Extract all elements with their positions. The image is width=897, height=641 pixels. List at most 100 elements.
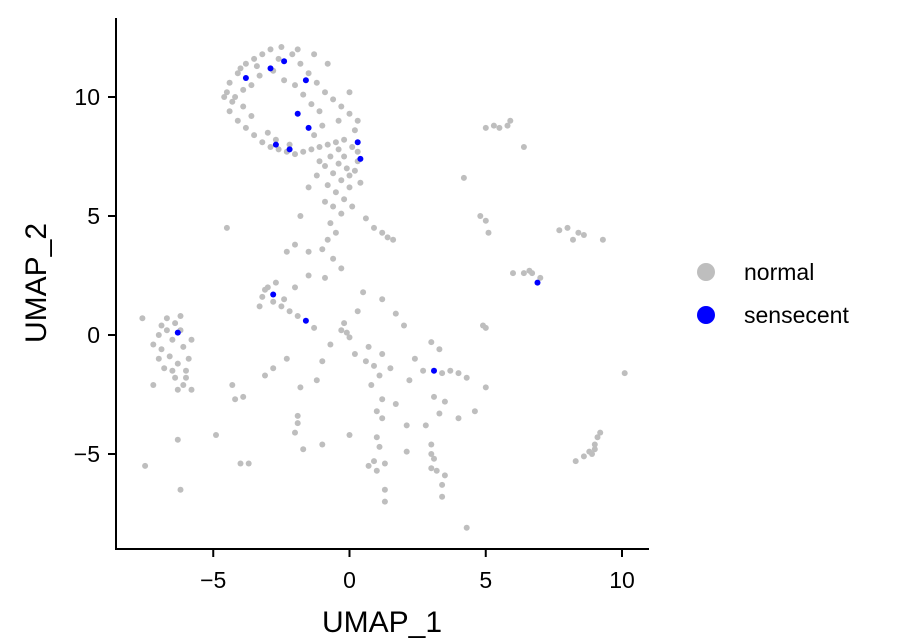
point-normal: [270, 298, 277, 305]
point-normal: [354, 117, 361, 124]
y-tick-label: 0: [87, 322, 100, 348]
point-normal: [341, 153, 348, 160]
point-normal: [226, 79, 233, 86]
point-normal: [482, 124, 489, 131]
point-normal: [169, 367, 176, 374]
point-normal: [292, 284, 298, 291]
point-normal: [439, 481, 446, 488]
point-normal: [390, 236, 397, 243]
point-normal: [463, 374, 470, 381]
point-normal: [330, 255, 337, 262]
point-normal: [376, 372, 383, 379]
point-normal: [564, 224, 571, 231]
point-normal: [572, 458, 579, 465]
point-normal: [575, 229, 582, 236]
point-normal: [338, 210, 345, 217]
point-normal: [294, 46, 301, 53]
point-normal: [305, 272, 312, 279]
point-normal: [346, 89, 353, 96]
point-normal: [537, 274, 544, 281]
x-tick-label: 5: [479, 567, 492, 593]
point-normal: [384, 234, 391, 241]
point-normal: [441, 398, 448, 405]
point-normal: [373, 467, 380, 474]
point-normal: [338, 177, 345, 184]
point-normal: [322, 198, 328, 205]
legend-label-normal: normal: [744, 259, 814, 285]
point-normal: [283, 355, 290, 362]
point-normal: [477, 213, 484, 219]
point-normal: [251, 55, 258, 62]
point-normal: [232, 396, 239, 403]
point-sensecent: [431, 367, 437, 374]
point-normal: [346, 110, 353, 117]
point-normal: [308, 101, 315, 108]
point-normal: [431, 393, 437, 400]
point-normal: [316, 108, 323, 115]
point-normal: [381, 486, 388, 493]
point-normal: [221, 94, 228, 100]
legend-label-sensecent: sensecent: [744, 302, 849, 328]
point-normal: [155, 332, 162, 338]
point-normal: [520, 144, 527, 150]
point-normal: [297, 213, 304, 219]
point-normal: [591, 441, 598, 448]
point-sensecent: [281, 58, 288, 65]
point-normal: [259, 51, 266, 58]
point-normal: [272, 136, 279, 143]
point-normal: [289, 51, 296, 58]
point-normal: [324, 60, 331, 67]
point-sensecent: [305, 124, 312, 131]
point-normal: [580, 453, 587, 460]
point-normal: [313, 172, 320, 179]
point-normal: [490, 122, 497, 129]
point-normal: [362, 358, 369, 365]
point-normal: [346, 172, 353, 179]
point-normal: [529, 270, 536, 277]
point-normal: [256, 72, 263, 79]
point-normal: [324, 236, 331, 243]
point-normal: [591, 446, 598, 453]
point-normal: [428, 465, 435, 472]
point-normal: [180, 343, 187, 350]
point-sensecent: [267, 65, 274, 72]
point-normal: [264, 129, 271, 136]
point-normal: [294, 412, 301, 419]
point-sensecent: [534, 279, 541, 286]
point-normal: [185, 355, 192, 362]
point-sensecent: [354, 139, 361, 146]
point-normal: [439, 493, 446, 500]
point-normal: [169, 336, 176, 343]
point-normal: [376, 443, 383, 450]
point-normal: [286, 141, 293, 148]
point-normal: [316, 144, 323, 150]
point-normal: [447, 367, 454, 374]
point-sensecent: [357, 155, 364, 162]
point-normal: [485, 229, 492, 236]
point-normal: [294, 313, 301, 319]
point-normal: [428, 451, 435, 457]
point-normal: [150, 341, 157, 348]
point-normal: [272, 279, 279, 286]
point-normal: [150, 382, 157, 388]
point-normal: [319, 358, 326, 365]
point-normal: [556, 227, 563, 234]
point-normal: [346, 184, 353, 191]
point-normal: [161, 365, 168, 372]
point-normal: [322, 89, 328, 96]
point-normal: [428, 339, 435, 346]
point-normal: [155, 355, 162, 362]
point-normal: [420, 367, 427, 374]
point-normal: [379, 296, 386, 303]
point-normal: [300, 148, 307, 155]
point-normal: [139, 315, 146, 322]
point-normal: [234, 70, 241, 77]
point-normal: [403, 422, 410, 429]
point-normal: [281, 77, 288, 84]
point-normal: [163, 315, 170, 322]
y-tick-label: 5: [87, 203, 100, 229]
point-normal: [507, 117, 514, 124]
point-normal: [392, 401, 399, 407]
point-normal: [368, 382, 375, 388]
point-normal: [172, 374, 179, 381]
